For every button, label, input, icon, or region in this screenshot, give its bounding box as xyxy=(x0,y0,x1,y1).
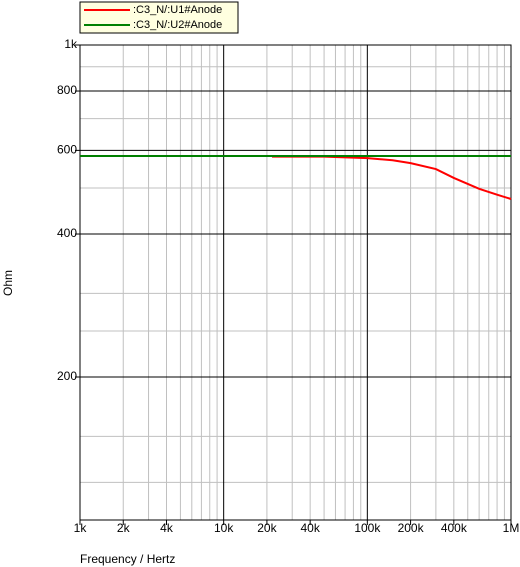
x-tick-label: 40k xyxy=(300,521,320,535)
x-tick-label: 1k xyxy=(74,521,88,535)
plot-frame xyxy=(79,44,512,521)
x-tick-label: 4k xyxy=(160,521,174,535)
legend-label: :C3_N/:U1#Anode xyxy=(133,4,222,16)
y-axis-label: Ohm xyxy=(1,270,15,296)
y-tick-label: 600 xyxy=(57,143,77,157)
legend-label: :C3_N/:U2#Anode xyxy=(133,19,222,31)
legend-box xyxy=(79,1,239,34)
y-tick-label: 200 xyxy=(57,369,77,383)
y-tick-label: 400 xyxy=(57,226,77,240)
x-tick-label: 200k xyxy=(398,521,425,535)
y-tick-label: 800 xyxy=(57,83,77,97)
x-axis-label: Frequency / Hertz xyxy=(80,552,175,566)
x-tick-label: 2k xyxy=(117,521,131,535)
x-tick-label: 20k xyxy=(257,521,277,535)
x-tick-label: 400k xyxy=(441,521,468,535)
x-tick-label: 1M xyxy=(503,521,520,535)
x-tick-label: 100k xyxy=(354,521,381,535)
x-tick-label: 10k xyxy=(214,521,234,535)
legend: :C3_N/:U1#Anode :C3_N/:U2#Anode xyxy=(79,1,239,34)
y-tick-label: 1k xyxy=(64,37,78,51)
series-line xyxy=(272,155,512,200)
